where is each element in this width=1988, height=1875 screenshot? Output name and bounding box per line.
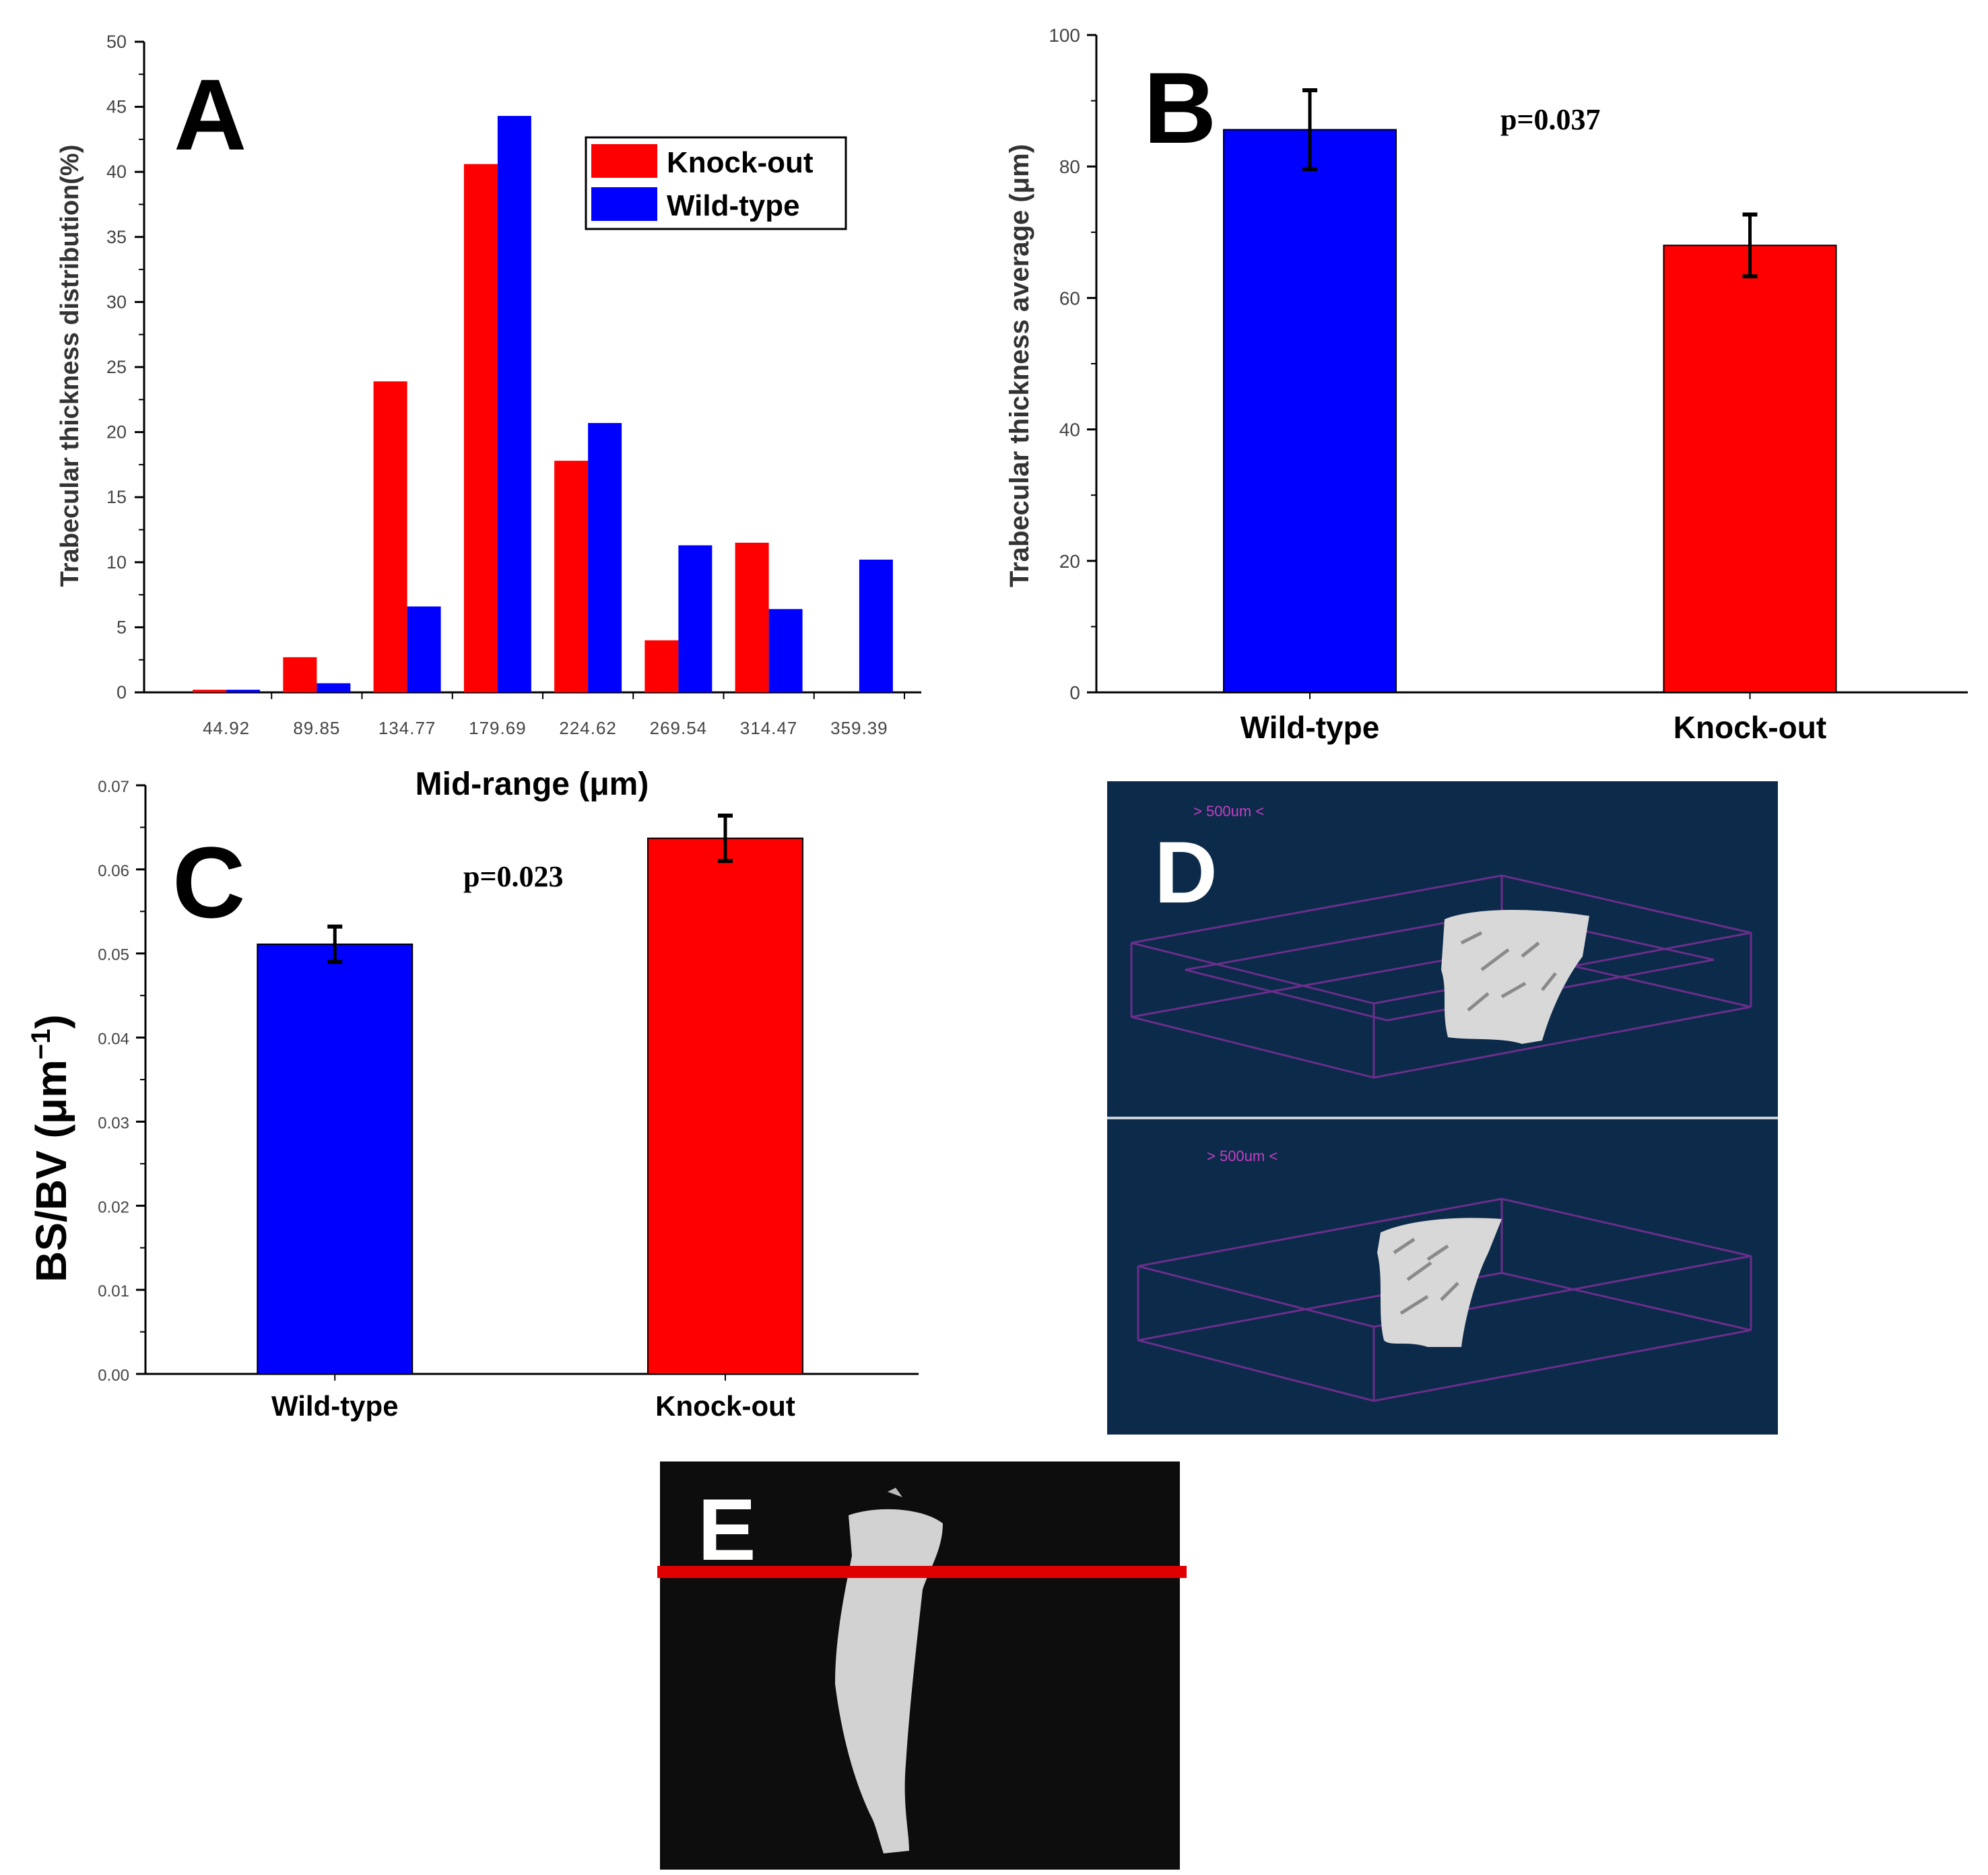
panel-a-bar-knockout [735,542,769,692]
panel-b-y-title-unit: μm [1005,153,1034,193]
panel-a-x-tick-label: 179.69 [469,718,527,738]
panel-d-microct-renderings: > 500um < D > 500um < [1107,781,1778,1435]
legend-swatch-knockout [591,144,657,178]
panel-a-bar-wildtype [317,683,351,692]
panel-b-bars [1223,88,1837,693]
panel-a-y-tick-label: 0 [117,682,127,702]
panel-a-x-tick-label: 89.85 [293,718,340,738]
panel-c-p-value: p=0.023 [463,860,564,893]
panel-c-bar-wildtype [257,943,413,1375]
panel-c-y-tick-label: 0.00 [98,1367,129,1385]
panel-b-x-tick-label: Knock-out [1674,710,1826,745]
panel-a-y-tick-label: 35 [106,227,127,247]
panel-a-bar-wildtype [859,559,893,692]
panel-a-y-tick-label: 30 [106,292,127,312]
panel-a-y-axis-title: Trabecular thickness distribution(%) [56,145,84,587]
panel-a-bar-knockout [644,640,679,692]
panel-a-bars [193,116,893,692]
panel-b-y-tick-label: 100 [1049,25,1080,46]
panel-b-letter: B [1144,51,1216,164]
panel-c-y-tick-label: 0.05 [98,946,129,964]
panel-b-y-tick-label: 40 [1059,420,1080,440]
panel-c-bar-knockout [647,837,803,1375]
panel-a-bar-wildtype [588,423,622,692]
panel-b-y-tick-label: 0 [1069,682,1080,703]
panel-a-x-tick-label: 134.77 [378,718,436,738]
panel-c-y-tick-label: 0.02 [98,1198,129,1216]
panel-e-bone-tip [888,1488,902,1497]
panel-c-x-tick-label: Wild-type [271,1390,399,1422]
panel-c-y-title-unit: μm [27,1059,75,1124]
panel-a-bar-wildtype [407,606,441,692]
legend-label-knockout: Knock-out [667,146,814,179]
panel-a-bar-wildtype [768,609,803,692]
panel-c-bars [257,813,803,1375]
panel-b-y-axis-title: Trabecular thickness average (μm) [1005,144,1034,587]
panel-c-tick-labels: 0.00 0.01 0.02 0.03 0.04 0.05 0.06 0.07 Wild-typ… [98,778,795,1422]
panel-b-x-tick-label: Wild-type [1240,710,1380,745]
panel-b-y-tick-label: 80 [1059,156,1080,177]
panel-a-bar-wildtype [678,545,713,692]
panel-c-y-tick-label: 0.07 [98,778,129,796]
panel-d-bottom-bone-sample [1377,1218,1502,1347]
panel-a-letter: A [174,58,246,171]
panel-a-y-tick-label: 40 [106,162,127,182]
panel-b-y-tick-label: 20 [1059,551,1080,572]
panel-c-y-title-exponent: −1 [26,1028,56,1059]
panel-a-bar-wildtype [226,690,261,692]
panel-b-y-tick-label: 60 [1059,288,1080,308]
panel-c-y-tick-label: 0.01 [98,1282,129,1301]
panel-a-x-tick-label: 269.54 [650,718,708,738]
panel-a-y-tick-label: 50 [106,32,127,52]
panel-a-y-tick-label: 45 [106,97,127,117]
panel-e-bone [835,1509,943,1853]
panel-e-letter: E [698,1480,756,1579]
panel-a-x-axis-title: Mid-range (μm) [416,766,649,802]
panel-b-y-title-close: ) [1005,144,1034,153]
panel-a-bar-knockout [554,461,589,692]
panel-c-y-axis-title: BS/BV (μm−1) [26,1014,75,1282]
panel-a-bar-wildtype [497,116,531,692]
panel-b-tick-labels: 0 20 40 60 80 100 Wild-type Knock-out [1049,25,1826,745]
panel-a-bar-knockout [463,164,498,692]
panel-b-p-value: p=0.037 [1500,103,1601,136]
panel-c-y-tick-label: 0.03 [98,1114,129,1132]
panel-a-x-tick-label: 224.62 [559,718,617,738]
panel-a-bar-knockout [283,657,317,692]
panel-b-average-thickness-chart: 0 20 40 60 80 100 Wild-type Knock-out B p=0.037… [1005,25,1968,745]
panel-a-y-tick-label: 25 [106,357,127,377]
panel-c-x-tick-label: Knock-out [655,1390,795,1422]
panel-c-y-title-close: ) [27,1014,75,1028]
panel-a-tick-labels: 0 5 10 15 20 25 30 35 40 45 50 44.92 89.85 134.77 179.… [106,32,888,738]
panel-a-bar-knockout [193,690,227,692]
panel-a-y-tick-label: 15 [106,487,127,507]
panel-c-bsbv-chart: 0.00 0.01 0.02 0.03 0.04 0.05 0.06 0.07 Wild-typ… [26,778,919,1422]
panel-d-letter: D [1154,823,1218,921]
legend-swatch-wildtype [591,187,657,221]
panel-c-y-tick-label: 0.04 [98,1030,129,1049]
panel-e-bone-photo: E [657,1461,1187,1870]
panel-d-top-bone-sample [1441,909,1589,1044]
panel-b-y-title-text: Trabecular thickness average ( [1005,193,1034,587]
panel-b-bar-wildtype [1223,129,1397,693]
legend-label-wildtype: Wild-type [667,189,800,222]
panel-a-x-tick-label: 359.39 [830,718,888,738]
panel-c-letter: C [172,826,245,939]
panel-c-y-title-text: BS/BV ( [27,1123,75,1282]
panel-d-bottom-scale-label: > 500um < [1207,1148,1278,1164]
panel-a-bar-knockout [373,381,407,692]
panel-a-y-tick-label: 10 [106,552,127,572]
panel-b-bar-knockout [1663,244,1837,693]
panel-d-top-wireframe [1130,874,1752,1079]
panel-a-y-tick-label: 5 [117,617,127,637]
panel-a-distribution-chart: 0 5 10 15 20 25 30 35 40 45 50 44.92 89.85 134.77 179.… [56,32,921,802]
panel-a-x-tick-label: 44.92 [203,718,250,738]
panel-c-y-tick-label: 0.06 [98,862,129,880]
panel-a-y-tick-label: 20 [106,422,127,442]
panel-a-legend: Knock-out Wild-type [585,136,847,230]
panel-d-top-scale-label: > 500um < [1193,803,1264,820]
panel-a-x-tick-label: 314.47 [740,718,798,738]
